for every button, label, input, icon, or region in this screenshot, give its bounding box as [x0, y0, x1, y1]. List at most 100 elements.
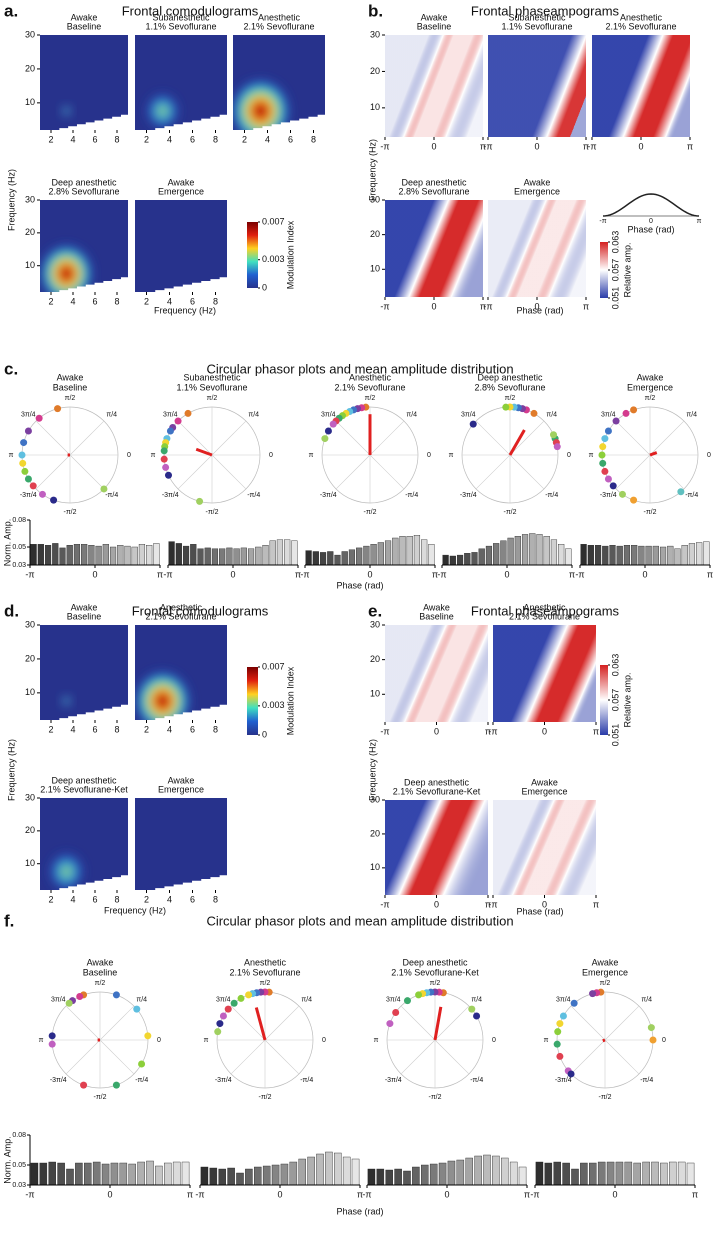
x-tick-label: π: [707, 569, 713, 579]
x-tick-label: 0: [431, 141, 436, 151]
x-tick-label: 6: [92, 296, 97, 306]
bar: [558, 544, 565, 566]
heatmap: [135, 798, 227, 890]
bar: [84, 1162, 92, 1186]
bar: [674, 548, 681, 566]
bar: [39, 1162, 48, 1186]
colorbar-tick-label: 0.003: [262, 700, 285, 710]
phasor-angle-label: -π/2: [644, 509, 657, 516]
bar: [616, 545, 623, 566]
phasor-point: [556, 1052, 564, 1060]
bar: [209, 1167, 218, 1186]
bar: [536, 534, 543, 566]
y-tick-label: 0.05: [12, 1162, 26, 1169]
x-tick-label: 0: [612, 1189, 617, 1199]
bar: [92, 1161, 101, 1186]
panel-letter: d.: [4, 601, 19, 620]
bar: [669, 1161, 677, 1186]
bar: [95, 545, 102, 566]
plot-title: Baseline: [419, 611, 454, 621]
x-tick-label: 4: [70, 894, 75, 904]
heatmap-mask: [253, 114, 325, 130]
heatmap: [233, 35, 325, 130]
inset-label: Phase (rad): [627, 224, 674, 234]
heatmap-mask: [155, 114, 227, 130]
phasor-spoke: [211, 420, 247, 456]
heatmap-background: [40, 35, 128, 130]
phasor-point: [162, 463, 170, 471]
bar: [565, 548, 572, 566]
bar: [660, 1162, 668, 1186]
plot-title: Awake: [592, 957, 619, 967]
plot-title: 2.8% Sevoflurane: [398, 186, 469, 196]
y-tick-label: 0.03: [12, 562, 26, 569]
x-axis-label: Phase (rad): [336, 1206, 383, 1216]
x-tick-label: 2: [48, 724, 53, 734]
heatmap-blob: [135, 669, 193, 720]
x-tick-label: 2: [48, 894, 53, 904]
bar: [168, 541, 175, 566]
phasor-point: [321, 435, 329, 443]
phasor-angle-label: -π/4: [247, 492, 260, 499]
phasor-point: [553, 1040, 561, 1048]
phasor-point: [618, 490, 626, 498]
bar: [247, 548, 255, 566]
bar: [493, 543, 500, 566]
phasor-angle-label: π/4: [136, 997, 147, 1004]
phasor-point: [112, 1081, 120, 1089]
bar: [316, 1153, 324, 1186]
plot-title: 2.1% Sevoflurane: [243, 21, 314, 31]
bar: [615, 1161, 624, 1186]
phasor-spoke: [509, 420, 545, 456]
phasor-angle-label: π/4: [686, 412, 697, 419]
panel-letter: e.: [368, 601, 382, 620]
phasor-angle-label: 3π/4: [601, 412, 616, 419]
phasor-angle-label: π/4: [406, 412, 417, 419]
x-tick-label: 2: [242, 134, 247, 144]
phasor-point: [245, 991, 253, 999]
bar: [406, 536, 413, 566]
phasor-point: [530, 409, 538, 417]
phasor-point: [112, 991, 120, 999]
heatmap-field: [493, 800, 596, 895]
plot-title: Deep anesthetic: [402, 957, 468, 967]
bar: [57, 1162, 65, 1186]
y-tick-label: 20: [25, 227, 35, 237]
y-tick-label: 10: [25, 97, 35, 107]
phasor-point: [174, 417, 182, 425]
phasor-angle-label: 3π/4: [21, 412, 36, 419]
colorbar-tick-label: 0: [262, 729, 267, 739]
bar: [138, 544, 146, 566]
bar: [447, 1160, 456, 1186]
plot-title: Anesthetic: [160, 602, 203, 612]
x-tick-label: -π: [25, 569, 34, 579]
bar: [633, 1162, 641, 1186]
phasor-spoke: [400, 1005, 436, 1041]
y-tick-label: 30: [25, 792, 35, 802]
bar: [334, 554, 341, 566]
panel-letter: a.: [4, 1, 18, 20]
bar: [518, 1166, 527, 1186]
phasor-spoke: [649, 420, 685, 456]
bar: [501, 1157, 509, 1186]
bar: [428, 544, 435, 566]
bar: [190, 544, 197, 566]
heatmap-mask: [59, 114, 128, 130]
colorbar-tick-label: 0.057: [610, 689, 620, 712]
plot-title: Awake: [71, 602, 98, 612]
phasor-spoke: [475, 420, 511, 456]
phasor-angle-label: -π/4: [300, 1077, 313, 1084]
plot-title: Awake: [524, 177, 551, 187]
x-tick-label: 4: [70, 134, 75, 144]
x-tick-label: 6: [288, 134, 293, 144]
phasor-point: [415, 991, 423, 999]
heatmap: [40, 35, 128, 130]
bar: [110, 1162, 119, 1186]
bar: [59, 547, 66, 566]
plot-title: Awake: [57, 372, 84, 382]
phasor-angle-label: 0: [662, 1037, 666, 1044]
phasor-point: [24, 475, 32, 483]
phasor-angle-label: -3π/4: [20, 492, 37, 499]
